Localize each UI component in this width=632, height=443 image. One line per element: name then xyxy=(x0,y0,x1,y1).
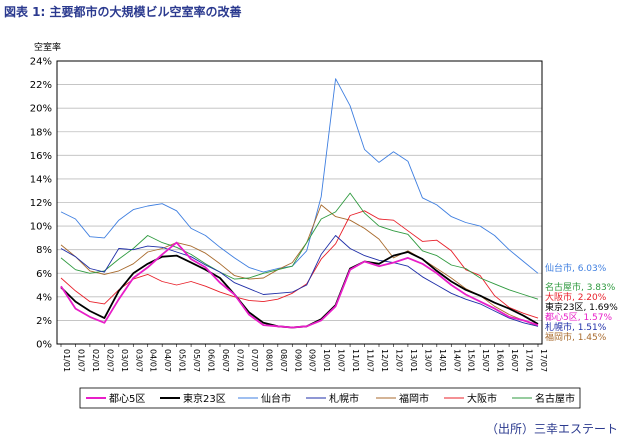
x-tick-label: 07/01 xyxy=(235,349,244,372)
x-tick-label: 10/01 xyxy=(322,349,331,372)
x-tick-labels: 01/01 01/07 02/01 02/07 03/01 03/07 04/01 04/07… xyxy=(60,344,548,372)
series-end-labels: 仙台市, 6.03% 名古屋市, 3.83%大阪市, 2.20%東京23区, 1.… xyxy=(545,262,618,343)
x-tick-label: 14/01 xyxy=(438,349,447,372)
x-tick-label: 03/01 xyxy=(120,349,129,372)
legend-label: 都心5区 xyxy=(109,393,145,405)
x-tick-label: 14/07 xyxy=(452,349,461,372)
chart-title: 図表 1: 主要都市の大規模ビル空室率の改善 xyxy=(4,5,242,19)
x-tick-label: 08/01 xyxy=(264,349,273,372)
x-tick-label: 12/01 xyxy=(380,349,389,372)
x-tick-label: 06/07 xyxy=(221,349,230,372)
legend-label: 東京23区 xyxy=(183,392,226,405)
y-tick-label: 10% xyxy=(30,222,52,233)
series-end-label: 名古屋市, 3.83% xyxy=(545,281,616,293)
x-tick-label: 12/07 xyxy=(394,349,403,372)
x-tick-label: 16/07 xyxy=(510,349,519,372)
x-tick-label: 01/07 xyxy=(76,349,85,372)
series-end-label: 札幌市, 1.51% xyxy=(545,321,607,333)
x-tick-label: 02/01 xyxy=(91,349,100,372)
y-tick-label: 4% xyxy=(36,292,52,303)
x-tick-label: 04/07 xyxy=(163,349,172,372)
x-tick-label: 10/07 xyxy=(337,349,346,372)
y-tick-label: 2% xyxy=(36,316,52,327)
x-tick-label: 16/01 xyxy=(496,349,505,372)
y-tick-label: 20% xyxy=(30,104,52,115)
y-tick-label: 18% xyxy=(30,127,52,138)
x-tick-label: 06/01 xyxy=(207,349,216,372)
x-tick-label: 04/01 xyxy=(149,349,158,372)
y-tick-label: 24% xyxy=(30,57,52,68)
x-tick-label: 08/07 xyxy=(279,349,288,372)
x-tick-label: 05/07 xyxy=(192,349,201,372)
x-tick-label: 11/07 xyxy=(366,349,375,372)
legend-label: 大阪市 xyxy=(467,392,497,405)
x-tick-label: 17/01 xyxy=(525,349,534,372)
y-tick-label: 22% xyxy=(30,80,52,91)
legend: 都心5区 東京23区 仙台市 札幌市 福岡市 大阪市 名古屋市 xyxy=(79,387,581,409)
x-tick-label: 15/07 xyxy=(481,349,490,372)
x-tick-label: 02/07 xyxy=(105,349,114,372)
series-end-label: 東京23区, 1.69% xyxy=(545,301,618,313)
y-tick-labels: 0% 2% 4% 6% 8% 10% 12% 14% 16% 18% 20% 22% 24% xyxy=(30,57,52,351)
x-tick-label: 03/07 xyxy=(134,349,143,372)
x-tick-label: 07/07 xyxy=(250,349,259,372)
series-line-7 xyxy=(60,192,539,300)
series-end-label: 福岡市, 1.45% xyxy=(545,331,607,343)
series-end-label: 大阪市, 2.20% xyxy=(545,291,607,303)
y-tick-label: 16% xyxy=(30,151,52,162)
legend-label: 札幌市 xyxy=(329,392,359,405)
legend-label: 福岡市 xyxy=(399,392,429,405)
y-tick-label: 8% xyxy=(36,245,52,256)
series-end-label: 仙台市, 6.03% xyxy=(545,262,607,274)
series-line-5 xyxy=(60,204,539,327)
gridlines xyxy=(57,60,542,345)
x-tick-label: 01/01 xyxy=(62,349,71,372)
x-tick-label: 05/01 xyxy=(178,349,187,372)
legend-label: 仙台市 xyxy=(261,392,291,405)
series-end-label: 都心5区, 1.57% xyxy=(545,312,612,323)
series-line-1 xyxy=(60,241,539,329)
legend-box xyxy=(79,387,581,409)
legend-label: 名古屋市 xyxy=(535,392,575,405)
y-axis-label: 空室率 xyxy=(34,41,61,53)
x-tick-label: 11/01 xyxy=(351,349,360,372)
y-tick-label: 12% xyxy=(30,198,52,209)
y-tick-label: 14% xyxy=(30,174,52,185)
series-line-2 xyxy=(60,251,539,329)
series-line-3 xyxy=(60,78,539,274)
x-tick-label: 13/01 xyxy=(409,349,418,372)
y-tick-label: 6% xyxy=(36,269,52,280)
x-tick-label: 09/01 xyxy=(293,349,302,372)
x-tick-label: 15/01 xyxy=(467,349,476,372)
x-tick-label: 09/07 xyxy=(308,349,317,372)
x-tick-label: 13/07 xyxy=(423,349,432,372)
source-note: （出所）三幸エステート xyxy=(485,422,618,436)
series-lines xyxy=(60,78,539,329)
series-line-4 xyxy=(60,235,539,327)
x-tick-label: 17/07 xyxy=(539,349,548,372)
y-tick-label: 0% xyxy=(36,340,52,351)
plot-frame xyxy=(56,60,543,345)
